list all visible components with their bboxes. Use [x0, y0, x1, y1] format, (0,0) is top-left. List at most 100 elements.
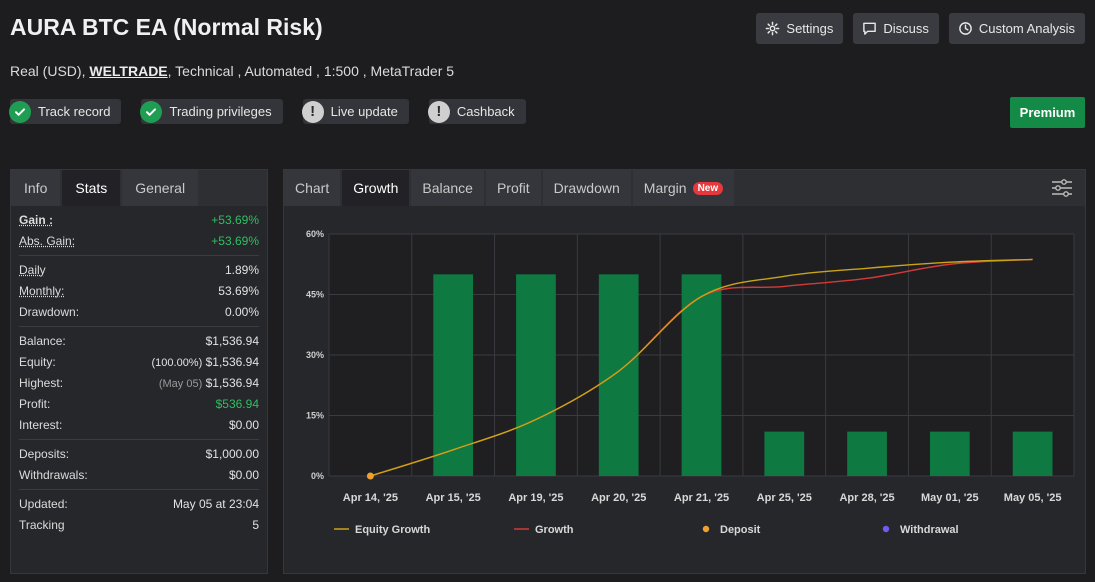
series-line: [370, 258, 1033, 477]
legend-label: Withdrawal: [900, 524, 959, 536]
account-subtitle: Real (USD), WELTRADE, Technical , Automa…: [10, 63, 454, 79]
exclamation-circle-icon: !: [427, 100, 450, 123]
account-type: Real (USD),: [10, 63, 86, 79]
stat-row-equity: Equity: (100.00%) $1,536.94: [19, 351, 259, 372]
daily-value: 1.89%: [224, 262, 259, 277]
premium-button[interactable]: Premium: [1010, 97, 1085, 128]
rate-group: Daily 1.89% Monthly: 53.69% Drawdown: 0.…: [19, 256, 259, 327]
profit-value: $536.94: [215, 396, 259, 411]
x-tick-label: Apr 19, '25: [508, 492, 563, 504]
badge-label: Track record: [38, 104, 111, 119]
tracking-value: 5: [252, 517, 259, 532]
chart-tabs: Chart Growth Balance Profit Drawdown Mar…: [284, 170, 1085, 206]
gain-label[interactable]: Gain :: [19, 212, 54, 227]
check-circle-icon: [140, 100, 163, 123]
settings-label: Settings: [786, 21, 834, 36]
x-tick-label: Apr 28, '25: [839, 492, 894, 504]
y-tick-label: 60%: [306, 229, 324, 239]
equity-value-wrap: (100.00%) $1,536.94: [152, 355, 260, 369]
bar: [598, 274, 639, 476]
legend-dot: [882, 525, 890, 533]
stats-tabs: Info Stats General: [11, 170, 267, 206]
bar: [1012, 431, 1053, 476]
y-tick-label: 45%: [306, 290, 324, 300]
interest-value: $0.00: [228, 417, 259, 432]
y-tick-label: 0%: [311, 471, 324, 481]
chart-panel: Chart Growth Balance Profit Drawdown Mar…: [283, 169, 1086, 574]
stat-row-updated: Updated: May 05 at 23:04: [19, 493, 259, 514]
x-tick-label: Apr 20, '25: [591, 492, 646, 504]
bar: [681, 274, 722, 476]
bar: [516, 274, 556, 476]
highest-value-wrap: (May 05) $1,536.94: [159, 376, 259, 390]
updated-value: May 05 at 23:04: [172, 496, 259, 511]
monthly-label[interactable]: Monthly:: [19, 283, 65, 298]
equity-percent: (100.00%): [151, 356, 203, 369]
discuss-button[interactable]: Discuss: [853, 13, 939, 44]
profit-label: Profit:: [19, 396, 51, 411]
tab-stats[interactable]: Stats: [62, 170, 121, 206]
discuss-label: Discuss: [883, 21, 929, 36]
equity-value: $1,536.94: [205, 354, 259, 369]
tab-growth[interactable]: Growth: [342, 170, 410, 206]
balance-label: Balance:: [19, 333, 66, 348]
daily-label[interactable]: Daily: [19, 262, 46, 277]
page-title: AURA BTC EA (Normal Risk): [10, 14, 323, 40]
updated-label: Updated:: [19, 496, 68, 511]
tab-margin-label: Margin: [643, 180, 687, 196]
broker-link[interactable]: WELTRADE: [89, 63, 168, 79]
exclamation-circle-icon: !: [301, 100, 324, 123]
legend-label: Equity Growth: [355, 524, 430, 536]
settings-button[interactable]: Settings: [756, 13, 844, 44]
x-tick-label: May 05, '25: [1004, 492, 1062, 504]
stats-list: Gain : +53.69% Abs. Gain: +53.69% Daily …: [11, 206, 267, 539]
balance-value: $1,536.94: [205, 333, 259, 348]
badge-track-record[interactable]: Track record: [9, 99, 122, 124]
y-tick-label: 30%: [306, 350, 324, 360]
check-circle-icon: [9, 100, 31, 123]
badge-live-update[interactable]: ! Live update: [301, 99, 409, 124]
deposits-group: Deposits: $1,000.00 Withdrawals: $0.00: [19, 440, 259, 490]
tab-balance[interactable]: Balance: [411, 170, 484, 206]
tab-info[interactable]: Info: [11, 170, 61, 206]
x-tick-label: Apr 25, '25: [757, 492, 812, 504]
abs-gain-label[interactable]: Abs. Gain:: [19, 233, 76, 248]
tab-margin[interactable]: Margin New: [632, 170, 735, 206]
x-tick-label: Apr 14, '25: [343, 492, 398, 504]
custom-analysis-button[interactable]: Custom Analysis: [948, 13, 1085, 44]
growth-chart: 0% 15% 30% 45% 60% Apr 14, '25 Apr 15, '25 Apr …: [306, 229, 1075, 536]
clock-icon: [959, 22, 972, 35]
new-badge: New: [692, 181, 724, 195]
highest-date: (May 05): [158, 377, 203, 390]
deposits-value: $1,000.00: [205, 446, 259, 461]
stat-row-daily: Daily 1.89%: [19, 259, 259, 280]
drawdown-value: 0.00%: [224, 304, 259, 319]
y-tick-label: 15%: [306, 411, 324, 421]
stat-row-tracking: Tracking 5: [19, 514, 259, 535]
chat-icon: [863, 22, 877, 35]
gain-group: Gain : +53.69% Abs. Gain: +53.69%: [19, 206, 259, 256]
stat-row-deposits: Deposits: $1,000.00: [19, 443, 259, 464]
badge-label: Cashback: [456, 104, 515, 119]
tab-profit[interactable]: Profit: [485, 170, 541, 206]
tab-chart[interactable]: Chart: [284, 170, 341, 206]
bar: [433, 274, 474, 476]
deposit-point: [366, 472, 374, 480]
withdrawals-label: Withdrawals:: [19, 467, 88, 482]
stat-row-drawdown: Drawdown: 0.00%: [19, 301, 259, 322]
stat-row-balance: Balance: $1,536.94: [19, 330, 259, 351]
stats-panel: Info Stats General Gain : +53.69% Abs. G…: [10, 169, 268, 574]
stat-row-highest: Highest: (May 05) $1,536.94: [19, 372, 259, 393]
balance-group: Balance: $1,536.94 Equity: (100.00%) $1,…: [19, 327, 259, 440]
withdrawals-value: $0.00: [228, 467, 259, 482]
badge-label: Trading privileges: [169, 104, 272, 119]
x-tick-label: May 01, '25: [921, 492, 979, 504]
sliders-icon[interactable]: [1051, 178, 1073, 198]
bar: [764, 431, 805, 476]
deposits-label: Deposits:: [19, 446, 70, 461]
tab-general[interactable]: General: [122, 170, 199, 206]
badge-trading-privileges[interactable]: Trading privileges: [140, 99, 283, 124]
badge-cashback[interactable]: ! Cashback: [427, 99, 526, 124]
tracking-label: Tracking: [19, 517, 65, 532]
tab-drawdown[interactable]: Drawdown: [542, 170, 631, 206]
